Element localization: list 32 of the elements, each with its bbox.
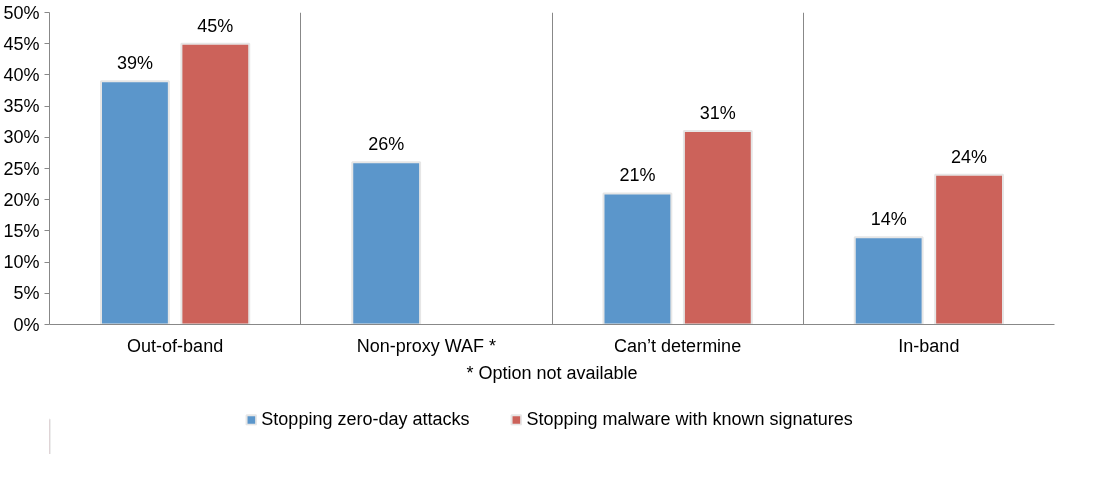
bar [853, 236, 924, 325]
bar [602, 192, 673, 325]
y-tick-label: 0% [13, 314, 40, 335]
y-tick-label: 30% [3, 127, 40, 148]
y-tick-label: 5% [13, 283, 40, 304]
y-tick-label: 45% [3, 33, 40, 54]
bar [682, 130, 753, 325]
data-label: 39% [116, 53, 153, 74]
x-tick-label: Non-proxy WAF * [356, 335, 497, 356]
bar [100, 80, 170, 325]
x-tick-label: Can’t determine [614, 335, 742, 356]
x-tick-label: Out-of-band [127, 335, 224, 356]
legend-label: Stopping zero-day attacks [261, 408, 470, 430]
y-tick-label: 25% [3, 158, 40, 179]
y-tick-label: 40% [3, 64, 40, 85]
data-label: 31% [699, 103, 736, 124]
y-tick-label: 10% [3, 252, 40, 273]
y-tick-label: 35% [3, 96, 40, 117]
data-label: 26% [368, 134, 405, 155]
data-label: 21% [619, 165, 656, 186]
text: * Option not available [466, 362, 638, 383]
data-label: 24% [951, 146, 988, 167]
data-label: 14% [870, 209, 907, 230]
y-tick-label: 15% [3, 220, 40, 241]
y-tick-label: 20% [3, 189, 40, 210]
data-label: 45% [197, 15, 234, 36]
x-tick-label: In-band [898, 335, 960, 356]
y-tick-label: 50% [3, 2, 40, 23]
bar [934, 173, 1004, 325]
bar [351, 161, 422, 325]
bar [180, 42, 251, 325]
legend-label: Stopping malware with known signatures [526, 408, 853, 430]
